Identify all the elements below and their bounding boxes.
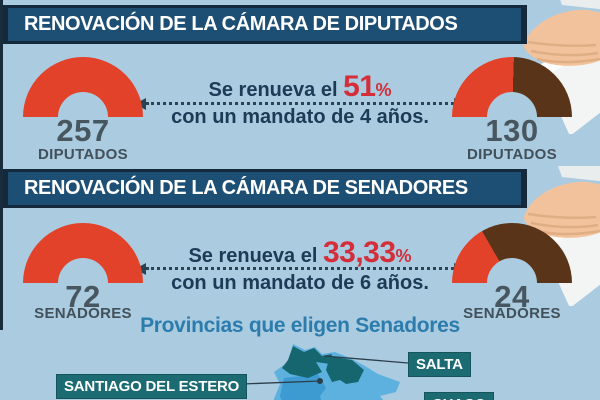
gauge-senadores-renovados [452, 223, 572, 283]
map-province-chaco [326, 356, 364, 384]
percent-sign: % [375, 80, 392, 100]
gauge-label: DIPUTADOS [38, 146, 128, 163]
callout-line1: Se renueva el 51% [208, 70, 392, 103]
callout-diputados: Se renueva el 51% con un mandato de 4 añ… [150, 72, 450, 129]
gauge-value: 24 [494, 279, 530, 314]
section-title: RENOVACIÓN DE LA CÁMARA DE SENADORES [24, 177, 468, 199]
map-province-salta [282, 346, 332, 378]
callout-line2: con un mandato de 4 años. [171, 106, 429, 128]
left-edge-strip [0, 0, 3, 330]
province-tag-chaco: CHACO [424, 392, 494, 400]
section-header-diputados: RENOVACIÓN DE LA CÁMARA DE DIPUTADOS [0, 5, 527, 44]
gauge-label: DIPUTADOS [467, 146, 557, 163]
province-tag-salta: SALTA [408, 352, 471, 377]
callout-percentage: 33,33 [322, 236, 396, 269]
callout-senadores: Se renueva el 33,33% con un mandato de 6… [150, 238, 450, 295]
argentina-north-map [260, 344, 410, 400]
gauge-label: SENADORES [34, 305, 132, 322]
gauge-value: 72 [65, 279, 101, 314]
callout-line2: con un mandato de 6 años. [171, 272, 429, 294]
gauge-value: 257 [56, 113, 110, 148]
gauge-senadores-total [23, 223, 143, 283]
gauge-value: 130 [485, 113, 539, 148]
section-header-senadores: RENOVACIÓN DE LA CÁMARA DE SENADORES [0, 169, 527, 208]
map-section-title: Provincias que eligen Senadores [140, 314, 460, 337]
gauge-diputados-renovados [452, 57, 572, 117]
voting-hand-ballot-icon [516, 0, 600, 136]
gauge-diputados-total [23, 57, 143, 117]
percent-sign: % [395, 246, 412, 266]
callout-line1: Se renueva el 33,33% [188, 236, 412, 269]
callout-percentage: 51 [343, 70, 376, 103]
map-mid-region [280, 374, 326, 400]
section-title: RENOVACIÓN DE LA CÁMARA DE DIPUTADOS [24, 13, 458, 35]
gauge-label: SENADORES [463, 305, 561, 322]
province-tag-santiago-del-estero: SANTIAGO DEL ESTERO [56, 374, 248, 399]
voting-hand-ballot-icon [516, 166, 600, 308]
